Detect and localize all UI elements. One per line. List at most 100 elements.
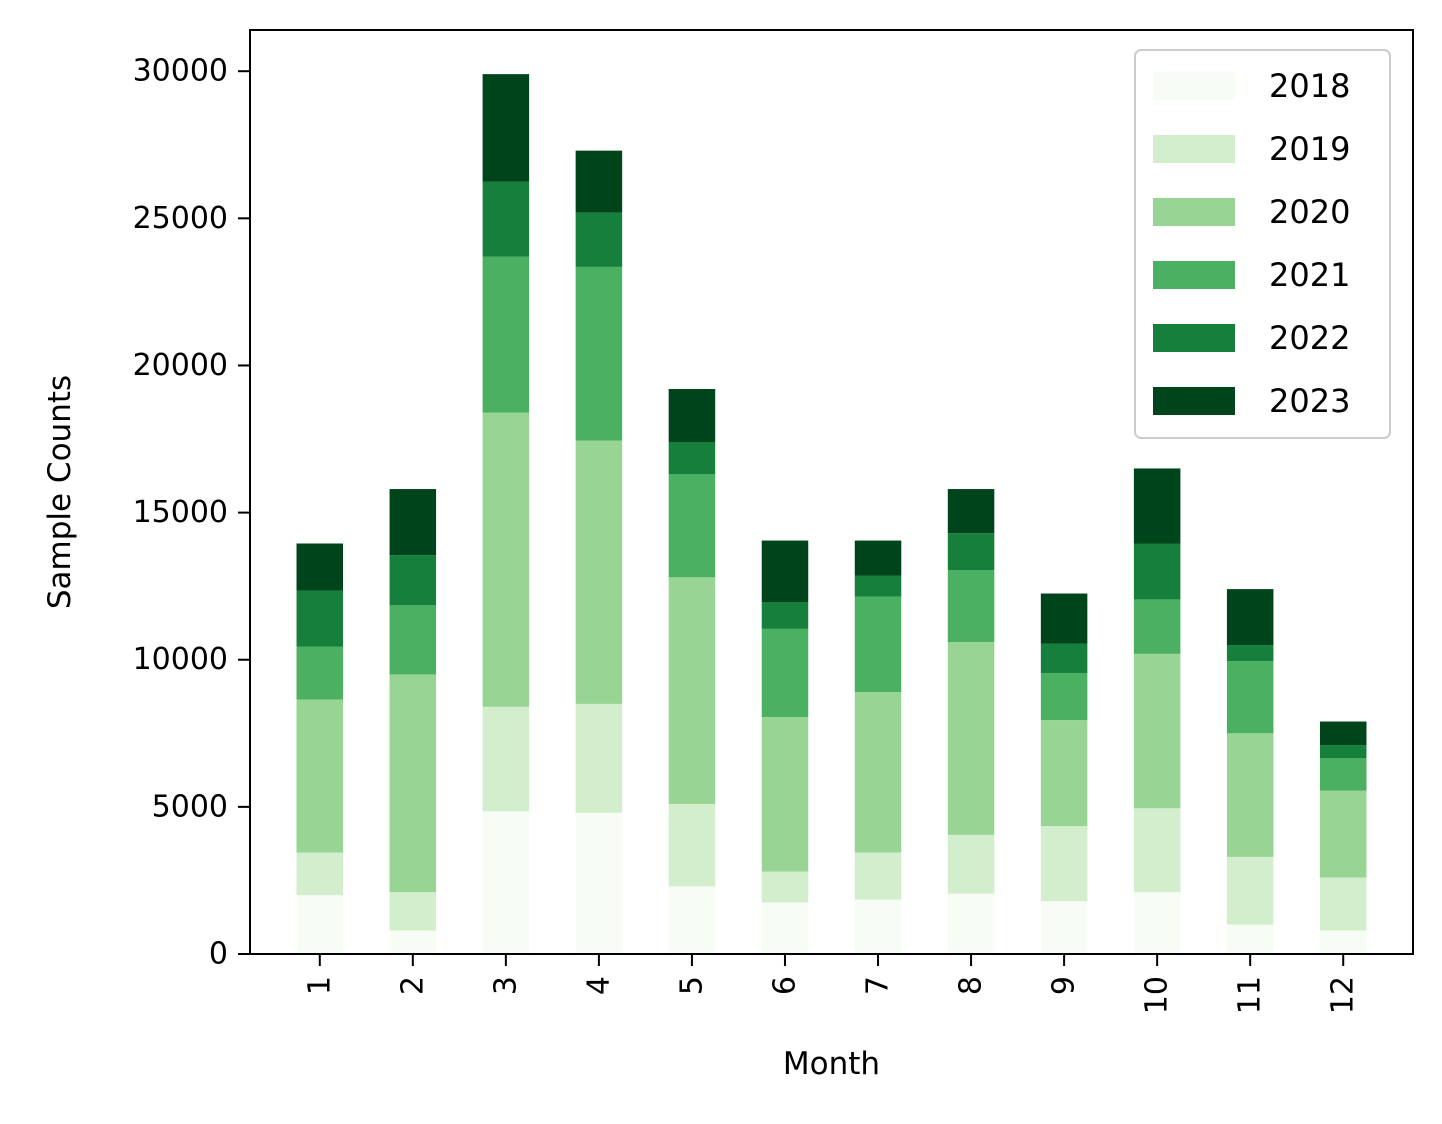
y-tick-label: 0: [209, 937, 228, 972]
x-tick-label: 8: [954, 976, 989, 995]
bar-2022-month-1: [296, 590, 344, 647]
bar-2018-month-11: [1226, 924, 1274, 954]
bar-2018-month-10: [1133, 892, 1181, 954]
bar-2021-month-3: [482, 256, 530, 413]
bar-2019-month-6: [761, 871, 809, 903]
bar-2021-month-11: [1226, 661, 1274, 734]
bar-2018-month-1: [296, 895, 344, 954]
bar-2022-month-12: [1319, 745, 1367, 759]
bar-2023-month-3: [482, 74, 530, 182]
bar-2018-month-6: [761, 902, 809, 954]
bar-2021-month-5: [668, 474, 716, 578]
bar-2022-month-4: [575, 212, 623, 267]
bar-2023-month-12: [1319, 721, 1367, 746]
bar-2019-month-4: [575, 703, 623, 813]
bar-2023-month-5: [668, 389, 716, 442]
bar-2020-month-6: [761, 717, 809, 872]
legend-swatch-2020: [1153, 198, 1235, 226]
bar-2018-month-3: [482, 811, 530, 954]
y-tick-label: 5000: [152, 789, 228, 824]
bar-2021-month-9: [1040, 672, 1088, 721]
bar-2018-month-9: [1040, 901, 1088, 954]
legend-label-2020: 2020: [1269, 193, 1350, 231]
y-tick-label: 20000: [133, 348, 228, 383]
x-tick-label: 7: [861, 976, 896, 995]
x-axis-title: Month: [783, 1046, 880, 1082]
bar-2023-month-9: [1040, 593, 1088, 644]
bar-2023-month-1: [296, 543, 344, 591]
legend-label-2023: 2023: [1269, 382, 1350, 420]
bar-2021-month-6: [761, 628, 809, 718]
bar-2021-month-1: [296, 646, 344, 700]
bar-2021-month-2: [389, 605, 437, 675]
bar-2019-month-7: [854, 852, 902, 900]
bars-layer: [296, 74, 1367, 954]
legend-swatch-2022: [1153, 324, 1235, 352]
plot-frame: [249, 29, 1414, 955]
bar-2023-month-10: [1133, 468, 1181, 544]
bar-2018-month-12: [1319, 930, 1367, 954]
bar-2022-month-9: [1040, 643, 1088, 673]
legend-swatch-2019: [1153, 135, 1235, 163]
bar-2020-month-7: [854, 692, 902, 853]
x-tick-label: 10: [1140, 976, 1175, 1014]
bar-2023-month-8: [947, 489, 995, 534]
bar-2018-month-7: [854, 899, 902, 954]
bar-2022-month-5: [668, 441, 716, 475]
bar-2018-month-4: [575, 812, 623, 954]
x-tick-label: 9: [1047, 976, 1082, 995]
legend-label-2018: 2018: [1269, 67, 1350, 105]
bar-2020-month-8: [947, 642, 995, 835]
bar-2020-month-2: [389, 674, 437, 893]
x-tick-label: 12: [1326, 976, 1361, 1014]
bar-2022-month-2: [389, 555, 437, 606]
legend-label-2021: 2021: [1269, 256, 1350, 294]
bar-2018-month-5: [668, 886, 716, 954]
bar-2020-month-3: [482, 412, 530, 707]
bar-2020-month-5: [668, 577, 716, 804]
x-tick-label: 11: [1233, 976, 1268, 1014]
x-tick-label: 1: [302, 976, 337, 995]
bar-2021-month-7: [854, 596, 902, 693]
bar-2019-month-2: [389, 892, 437, 931]
bar-2021-month-12: [1319, 758, 1367, 791]
bar-2019-month-10: [1133, 808, 1181, 893]
bar-2022-month-8: [947, 533, 995, 570]
legend-swatch-2021: [1153, 261, 1235, 289]
y-tick-label: 25000: [133, 201, 228, 236]
x-tick-label: 5: [674, 976, 709, 995]
bar-2020-month-4: [575, 440, 623, 704]
bar-2019-month-3: [482, 706, 530, 812]
bar-2019-month-5: [668, 803, 716, 887]
bar-2022-month-11: [1226, 645, 1274, 662]
legend-box: [1134, 49, 1391, 439]
bar-2018-month-2: [389, 930, 437, 954]
bar-2020-month-11: [1226, 733, 1274, 857]
bar-2021-month-10: [1133, 599, 1181, 654]
y-tick-label: 10000: [133, 642, 228, 677]
bar-2019-month-9: [1040, 825, 1088, 902]
y-axis-title: Sample Counts: [42, 375, 78, 609]
bar-2019-month-8: [947, 834, 995, 894]
x-tick-label: 3: [488, 976, 523, 995]
bar-2021-month-8: [947, 569, 995, 643]
legend-swatch-2018: [1153, 72, 1235, 100]
bar-2020-month-1: [296, 699, 344, 853]
bar-2023-month-11: [1226, 589, 1274, 646]
bar-2019-month-1: [296, 852, 344, 896]
legend-label-2022: 2022: [1269, 319, 1350, 357]
bar-2020-month-12: [1319, 790, 1367, 878]
x-tick-label: 4: [581, 976, 616, 995]
bar-2023-month-2: [389, 489, 437, 556]
bar-2022-month-3: [482, 181, 530, 257]
bar-2019-month-12: [1319, 877, 1367, 931]
x-tick-label: 6: [767, 976, 802, 995]
bar-2023-month-6: [761, 540, 809, 603]
legend: 2018 2019 2020 2021 2022 2023: [1134, 49, 1391, 439]
axes-layer: 0 5000 10000 15000 20000 25000 30000 1 2 3 4 5 6 7 8 9 1…: [42, 29, 1414, 1082]
bar-2022-month-10: [1133, 543, 1181, 600]
y-tick-label: 30000: [133, 54, 228, 89]
bar-2020-month-10: [1133, 653, 1181, 809]
y-tick-label: 15000: [133, 495, 228, 530]
